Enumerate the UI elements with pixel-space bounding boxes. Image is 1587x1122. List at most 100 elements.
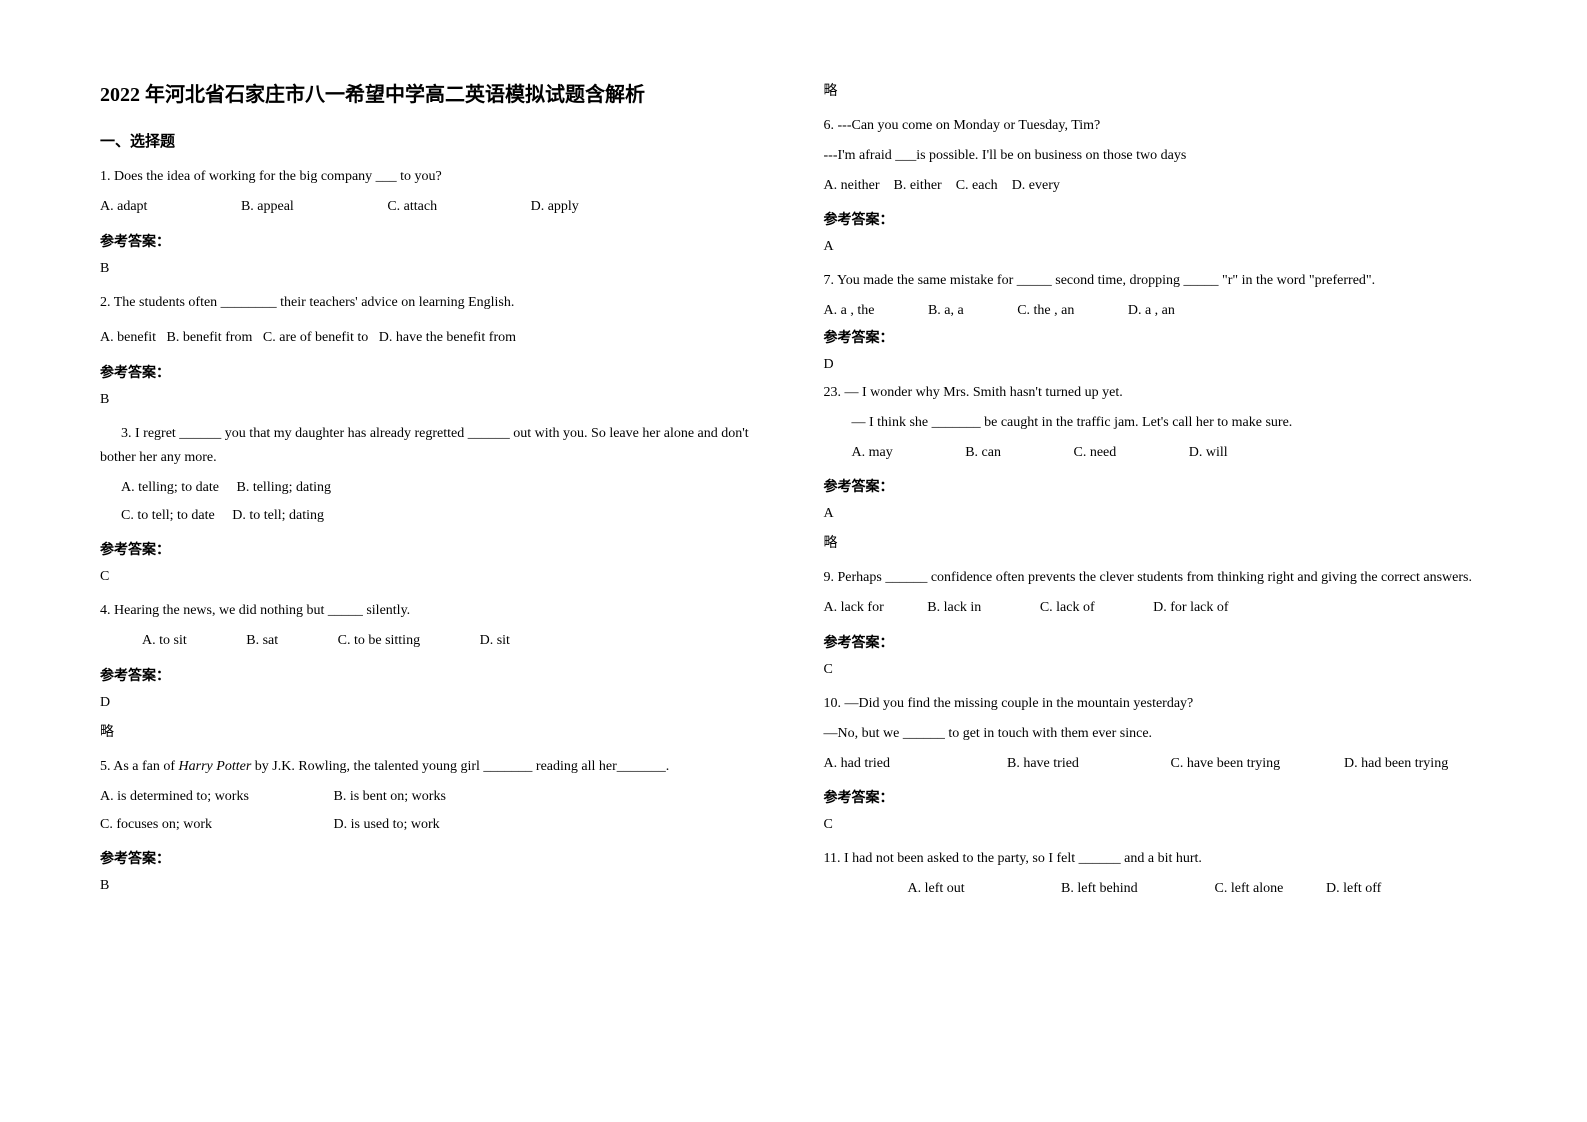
- q11-opt-a: A. left out: [866, 877, 1016, 901]
- answer-9: C: [824, 662, 1488, 678]
- q10-opt-c: C. have been trying: [1171, 752, 1341, 776]
- explanation-5: 略: [824, 80, 1488, 100]
- question-6-line2: ---I'm afraid ___is possible. I'll be on…: [824, 144, 1488, 168]
- question-3-options-row1: A. telling; to date B. telling; dating: [100, 476, 764, 500]
- question-5: 5. As a fan of Harry Potter by J.K. Rowl…: [100, 755, 764, 779]
- explanation-4: 略: [100, 721, 764, 741]
- question-1: 1. Does the idea of working for the big …: [100, 165, 764, 189]
- q8-opt-d: D. will: [1175, 441, 1228, 465]
- q8-opt-a: A. may: [838, 441, 893, 465]
- question-6-line1: 6. ---Can you come on Monday or Tuesday,…: [824, 114, 1488, 138]
- question-2-options: A. benefit B. benefit from C. are of ben…: [100, 326, 764, 350]
- q11-opt-c: C. left alone: [1173, 877, 1323, 901]
- q5-opt-c: C. focuses on; work: [100, 813, 330, 837]
- answer-label-5: 参考答案：: [100, 848, 764, 868]
- q7-opt-d: D. a , an: [1128, 299, 1175, 323]
- q6-opt-c: C. each: [956, 178, 998, 193]
- q4-opt-a: A. to sit: [121, 629, 187, 653]
- q5-text-post: by J.K. Rowling, the talented young girl…: [251, 759, 669, 774]
- answer-label-3: 参考答案：: [100, 539, 764, 559]
- explanation-8: 略: [824, 532, 1488, 552]
- answer-1: B: [100, 261, 764, 277]
- answer-7: D: [824, 357, 1488, 373]
- answer-label-7: 参考答案：: [824, 327, 1488, 347]
- question-6-options: A. neither B. either C. each D. every: [824, 174, 1488, 198]
- q2-opt-d: D. have the benefit from: [379, 330, 516, 345]
- question-1-options: A. adapt B. appeal C. attach D. apply: [100, 195, 764, 219]
- q3-opt-b: B. telling; dating: [236, 480, 331, 495]
- q11-opt-b: B. left behind: [1019, 877, 1169, 901]
- question-8-line2: — I think she _______ be caught in the t…: [824, 411, 1488, 435]
- q7-opt-c: C. the , an: [1017, 299, 1074, 323]
- question-4: 4. Hearing the news, we did nothing but …: [100, 599, 764, 623]
- q5-opt-d: D. is used to; work: [334, 817, 440, 832]
- q9-opt-a: A. lack for: [824, 596, 884, 620]
- question-11-options: A. left out B. left behind C. left alone…: [824, 877, 1488, 901]
- q7-opt-a: A. a , the: [824, 299, 875, 323]
- q9-opt-d: D. for lack of: [1153, 596, 1228, 620]
- question-2: 2. The students often ________ their tea…: [100, 291, 764, 315]
- question-9: 9. Perhaps ______ confidence often preve…: [824, 566, 1488, 590]
- question-5-options-row1: A. is determined to; works B. is bent on…: [100, 785, 764, 809]
- question-8-line1: 23. — I wonder why Mrs. Smith hasn't tur…: [824, 381, 1488, 405]
- q2-opt-b: B. benefit from: [166, 330, 252, 345]
- answer-label-8: 参考答案：: [824, 476, 1488, 496]
- question-4-options: A. to sit B. sat C. to be sitting D. sit: [100, 629, 764, 653]
- q10-opt-d: D. had been trying: [1344, 756, 1448, 771]
- question-9-options: A. lack for B. lack in C. lack of D. for…: [824, 596, 1488, 620]
- answer-label-10: 参考答案：: [824, 787, 1488, 807]
- answer-10: C: [824, 817, 1488, 833]
- question-7-options: A. a , the B. a, a C. the , an D. a , an: [824, 299, 1488, 323]
- q9-opt-b: B. lack in: [927, 596, 981, 620]
- question-7: 7. You made the same mistake for _____ s…: [824, 269, 1488, 293]
- q1-opt-c: C. attach: [387, 195, 437, 219]
- q3-opt-c: C. to tell; to date: [121, 508, 215, 523]
- q9-opt-c: C. lack of: [1040, 596, 1095, 620]
- q3-opt-d: D. to tell; dating: [232, 508, 324, 523]
- answer-4: D: [100, 695, 764, 711]
- page-container: 2022 年河北省石家庄市八一希望中学高二英语模拟试题含解析 一、选择题 1. …: [100, 80, 1487, 1082]
- answer-3: C: [100, 569, 764, 585]
- answer-label-6: 参考答案：: [824, 209, 1488, 229]
- q7-opt-b: B. a, a: [928, 299, 964, 323]
- q5-italic: Harry Potter: [179, 759, 252, 774]
- q8-opt-b: B. can: [951, 441, 1001, 465]
- answer-label-4: 参考答案：: [100, 665, 764, 685]
- question-3: 3. I regret ______ you that my daughter …: [100, 422, 764, 470]
- answer-label-9: 参考答案：: [824, 632, 1488, 652]
- question-5-options-row2: C. focuses on; work D. is used to; work: [100, 813, 764, 837]
- answer-2: B: [100, 392, 764, 408]
- section-header-1: 一、选择题: [100, 130, 764, 151]
- q6-opt-a: A. neither: [824, 178, 880, 193]
- q5-text-pre: 5. As a fan of: [100, 759, 179, 774]
- q5-opt-a: A. is determined to; works: [100, 785, 330, 809]
- q1-opt-a: A. adapt: [100, 195, 147, 219]
- q4-opt-c: C. to be sitting: [317, 629, 420, 653]
- q6-opt-b: B. either: [893, 178, 941, 193]
- q4-opt-d: D. sit: [459, 629, 510, 653]
- q2-opt-c: C. are of benefit to: [263, 330, 368, 345]
- q3-opt-a: A. telling; to date: [121, 480, 219, 495]
- question-10-line2: —No, but we ______ to get in touch with …: [824, 722, 1488, 746]
- q2-opt-a: A. benefit: [100, 330, 156, 345]
- answer-label-1: 参考答案：: [100, 231, 764, 251]
- q1-opt-b: B. appeal: [241, 195, 294, 219]
- q4-opt-b: B. sat: [225, 629, 278, 653]
- answer-label-2: 参考答案：: [100, 362, 764, 382]
- question-10-line1: 10. —Did you find the missing couple in …: [824, 692, 1488, 716]
- q5-opt-b: B. is bent on; works: [334, 789, 446, 804]
- question-10-options: A. had tried B. have tried C. have been …: [824, 752, 1488, 776]
- q10-opt-b: B. have tried: [1007, 752, 1167, 776]
- q11-opt-d: D. left off: [1326, 881, 1381, 896]
- answer-5: B: [100, 878, 764, 894]
- document-title: 2022 年河北省石家庄市八一希望中学高二英语模拟试题含解析: [100, 80, 764, 110]
- question-11: 11. I had not been asked to the party, s…: [824, 847, 1488, 871]
- q8-opt-c: C. need: [1059, 441, 1116, 465]
- answer-6: A: [824, 239, 1488, 255]
- question-8-options: A. may B. can C. need D. will: [824, 441, 1488, 465]
- q1-opt-d: D. apply: [531, 195, 579, 219]
- q6-opt-d: D. every: [1012, 178, 1060, 193]
- answer-8: A: [824, 506, 1488, 522]
- question-3-options-row2: C. to tell; to date D. to tell; dating: [100, 504, 764, 528]
- q10-opt-a: A. had tried: [824, 752, 1004, 776]
